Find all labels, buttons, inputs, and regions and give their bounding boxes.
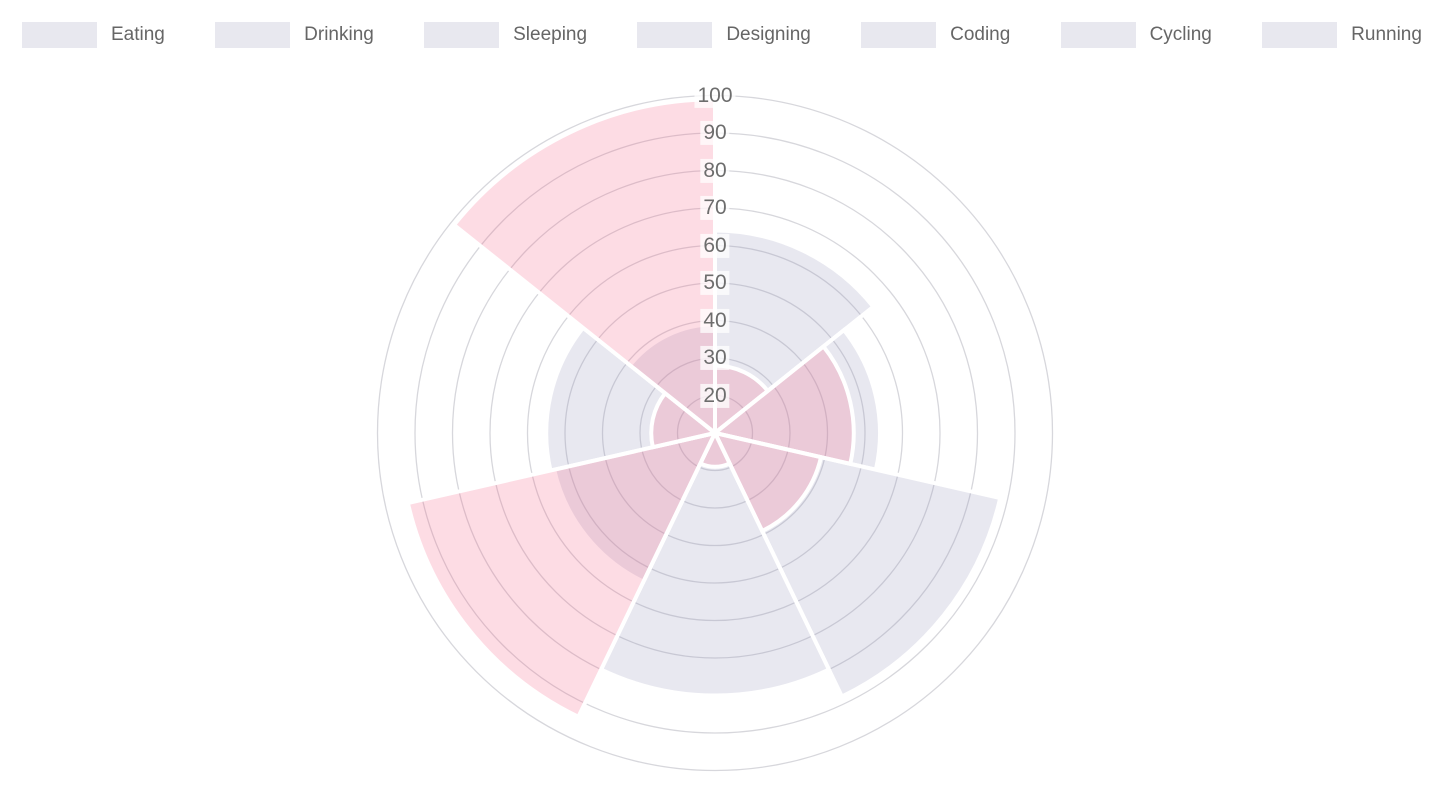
- radial-tick-label-80: 80: [700, 158, 730, 183]
- sector-sleeping-dataset-2-pink[interactable]: [711, 430, 824, 534]
- legend-swatch-icon: [637, 22, 713, 48]
- legend-swatch-icon: [861, 22, 937, 48]
- legend-item-label: Coding: [950, 24, 1011, 45]
- legend-item-coding[interactable]: Coding: [861, 22, 1010, 48]
- legend-item-drinking[interactable]: Drinking: [215, 22, 374, 48]
- radial-tick-label-20: 20: [700, 383, 730, 408]
- legend-item-label: Running: [1351, 24, 1422, 45]
- legend-item-running[interactable]: Running: [1262, 22, 1422, 48]
- legend-swatch-icon: [215, 22, 291, 48]
- sector-drinking-dataset-1-grey[interactable]: [710, 327, 882, 473]
- radial-tick-label-100: 100: [694, 83, 736, 108]
- radial-tick-label-30: 30: [700, 345, 730, 371]
- sector-coding-dataset-2-pink[interactable]: [405, 430, 719, 720]
- sector-cycling-dataset-1-grey[interactable]: [544, 324, 720, 473]
- sector-coding-dataset-1-grey[interactable]: [551, 430, 719, 585]
- legend-item-designing[interactable]: Designing: [637, 22, 811, 48]
- legend-item-label: Cycling: [1149, 24, 1212, 45]
- legend-item-label: Designing: [726, 24, 811, 45]
- radial-tick-label-70: 70: [700, 195, 730, 221]
- radial-tick-label-50: 50: [700, 270, 730, 296]
- legend-swatch-icon: [424, 22, 500, 48]
- radial-tick-label-40: 40: [700, 308, 730, 333]
- legend-item-label: Drinking: [304, 24, 374, 45]
- legend-item-label: Sleeping: [513, 24, 588, 45]
- chart-legend: Eating Drinking Sleeping Designing Coding Cyc…: [0, 22, 1444, 48]
- sector-sleeping-dataset-1-grey[interactable]: [711, 430, 1003, 700]
- legend-swatch-icon: [22, 22, 97, 48]
- legend-item-eating[interactable]: Eating: [22, 22, 165, 48]
- radial-tick-label-60: 60: [700, 233, 730, 258]
- legend-swatch-icon: [1262, 22, 1338, 48]
- legend-item-cycling[interactable]: Cycling: [1060, 22, 1212, 48]
- sector-running-dataset-2-pink[interactable]: [451, 97, 717, 438]
- legend-swatch-icon: [1060, 22, 1136, 48]
- radial-tick-label-90: 90: [700, 120, 730, 146]
- sector-eating-dataset-1-grey[interactable]: [713, 228, 877, 438]
- legend-item-label: Eating: [111, 24, 165, 45]
- sector-designing-dataset-1-grey[interactable]: [598, 428, 832, 698]
- sector-drinking-dataset-2-pink[interactable]: [710, 343, 856, 467]
- legend-item-sleeping[interactable]: Sleeping: [424, 22, 587, 48]
